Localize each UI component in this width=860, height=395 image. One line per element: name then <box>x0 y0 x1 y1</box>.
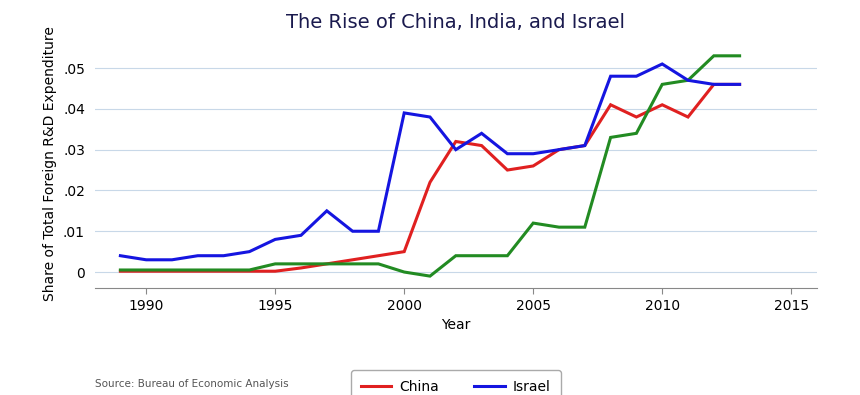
Y-axis label: Share of Total Foreign R&D Expenditure: Share of Total Foreign R&D Expenditure <box>43 26 58 301</box>
X-axis label: Year: Year <box>441 318 470 332</box>
Title: The Rise of China, India, and Israel: The Rise of China, India, and Israel <box>286 13 625 32</box>
Text: Source: Bureau of Economic Analysis: Source: Bureau of Economic Analysis <box>95 379 288 389</box>
Legend: China, India, Israel: China, India, Israel <box>351 370 561 395</box>
